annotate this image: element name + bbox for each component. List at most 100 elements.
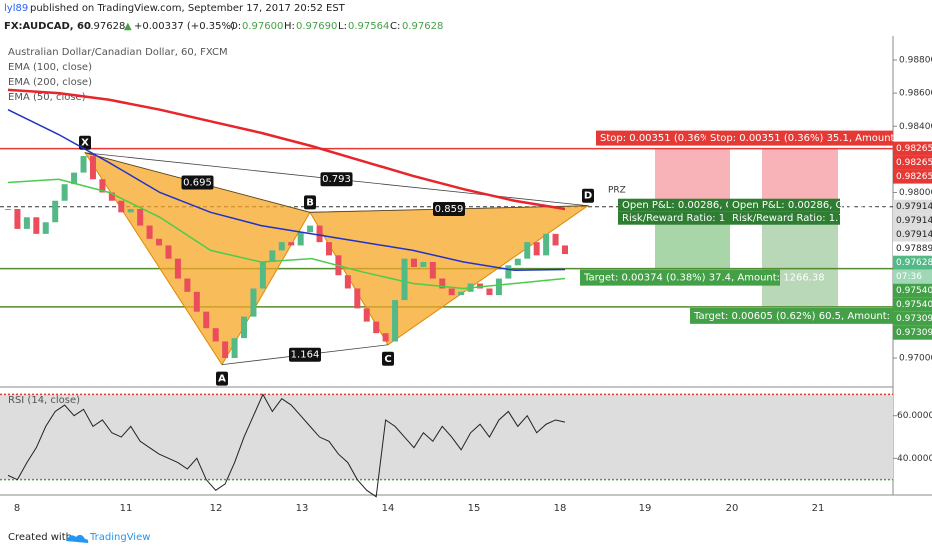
rsi-tick-label: 60.0000 (897, 411, 932, 421)
candle (241, 316, 248, 339)
legend-item: EMA (200, close) (8, 77, 92, 88)
change: +0.00337 (+0.35%) (134, 21, 235, 32)
candle (174, 258, 181, 279)
point-label: D (584, 191, 592, 202)
price-label: 0.97914 (896, 216, 932, 226)
candle (118, 200, 125, 213)
candle (193, 291, 200, 312)
candle (71, 172, 78, 185)
header-published: published on TradingView.com, September … (30, 3, 346, 14)
price-label-bg (893, 241, 932, 256)
l: 0.97564 (348, 21, 389, 32)
candle (269, 250, 276, 262)
candle (156, 238, 163, 246)
candle (382, 333, 389, 342)
h-label: H: (284, 21, 295, 32)
candle (14, 209, 21, 229)
candle (33, 217, 40, 234)
candle (363, 308, 370, 322)
target-text-bg (580, 269, 780, 286)
rr-text-bg (618, 211, 728, 225)
price-label-bg (893, 297, 932, 312)
y-tick-label: 0.97000 (899, 354, 932, 364)
candle (514, 258, 521, 266)
ratio-box (181, 175, 214, 190)
rsi-tick-label: 40.0000 (897, 454, 932, 464)
price-label-bg (893, 325, 932, 340)
candle (344, 275, 351, 289)
candle (99, 179, 106, 193)
ratio-box (320, 172, 353, 187)
o: 0.97600 (242, 21, 283, 32)
point-box (582, 188, 594, 203)
price-label-bg (893, 199, 932, 214)
ratio-label: 0.793 (322, 174, 351, 185)
point-box (304, 195, 316, 210)
candle (458, 291, 465, 296)
price-label: 0.97889 (896, 244, 932, 254)
rr-text-bg (728, 211, 840, 225)
price-label-bg (893, 213, 932, 228)
candle (505, 265, 512, 279)
candle (297, 232, 304, 246)
candle (89, 156, 96, 180)
candle (533, 242, 540, 256)
point-label: X (81, 138, 89, 149)
price-label-bg (893, 255, 932, 270)
candle (420, 261, 427, 267)
candle (184, 278, 191, 292)
stop-text: Stop: 0.00351 (0.36%) (600, 133, 713, 144)
price-label: 0.97540 (896, 300, 932, 310)
candle (42, 222, 49, 234)
point-box (216, 371, 228, 386)
candle (278, 242, 285, 251)
c: 0.97628 (402, 21, 443, 32)
candle (410, 258, 417, 267)
header-author: lyl89 (4, 3, 28, 14)
stop-zone (655, 148, 730, 207)
x-tick-label: 8 (14, 503, 20, 514)
price-label-bg (893, 227, 932, 242)
price-label: 0.97628 (896, 258, 932, 268)
ratio-label: 0.695 (183, 178, 212, 189)
price-label-bg (893, 283, 932, 298)
legend-item: EMA (50, close) (8, 92, 86, 103)
candle (486, 288, 493, 296)
symbol: FX:AUDCAD, 60 (4, 21, 91, 32)
o-label: O: (230, 21, 241, 32)
point-label: C (384, 354, 391, 365)
legend-item: EMA (100, close) (8, 62, 92, 73)
footer-created: Created with (8, 532, 72, 543)
stop-text-bg (706, 130, 893, 146)
h: 0.97690 (296, 21, 337, 32)
point-box (79, 135, 91, 150)
candle (316, 225, 323, 243)
rr-text: Risk/Reward Ratio: 1 (622, 213, 725, 224)
legend-item: Australian Dollar/Canadian Dollar, 60, F… (8, 47, 228, 58)
rsi-line (7, 393, 566, 498)
candle (137, 209, 144, 226)
x-tick-label: 11 (120, 503, 133, 514)
price-label: 0.98265 (896, 144, 932, 154)
candle (392, 300, 399, 342)
ema-line (7, 178, 566, 290)
price-label-bg (893, 141, 932, 156)
stop-text: Stop: 0.00351 (0.36%) 35.1, Amount: 7 (710, 133, 907, 144)
x-tick-label: 14 (382, 503, 395, 514)
candle (401, 258, 408, 301)
candle (562, 245, 568, 255)
candle (127, 209, 134, 213)
target-text-bg (690, 307, 893, 324)
ratio-box (433, 202, 465, 217)
price-label: 0.97540 (896, 286, 932, 296)
candle (250, 288, 257, 317)
ema-line (7, 109, 566, 272)
footer-brand: TradingView (89, 532, 150, 543)
target-text: Target: 0.00605 (0.62%) 60.5, Amount: 14 (693, 311, 906, 322)
ratio-box (289, 347, 321, 362)
price-label: 0.97914 (896, 230, 932, 240)
